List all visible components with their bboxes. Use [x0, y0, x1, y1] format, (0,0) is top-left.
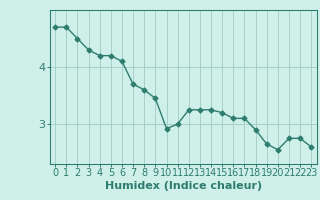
- X-axis label: Humidex (Indice chaleur): Humidex (Indice chaleur): [105, 181, 262, 191]
